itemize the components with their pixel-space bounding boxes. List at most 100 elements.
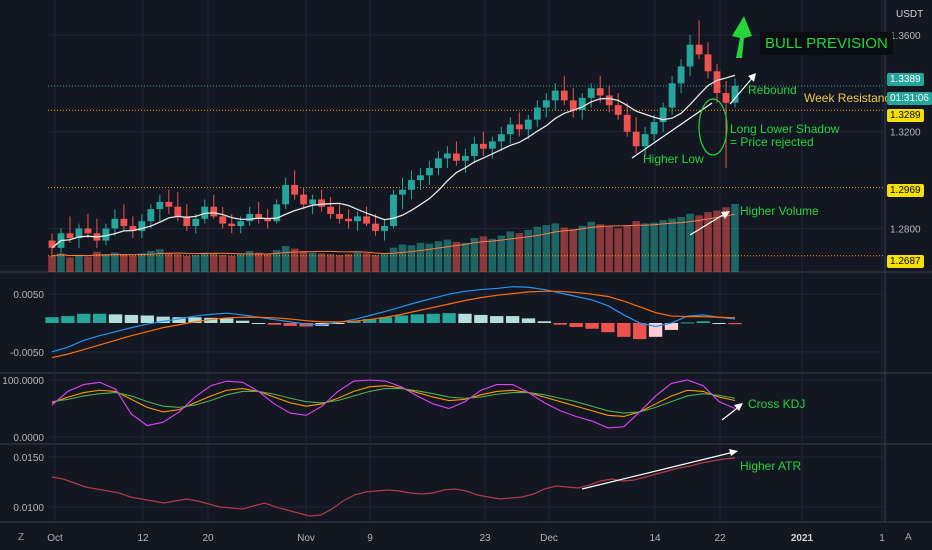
candle-body — [435, 158, 442, 169]
macd-histogram-bar — [124, 314, 139, 323]
volume-bar — [605, 226, 613, 272]
volume-bar — [272, 250, 281, 272]
candle-body — [444, 153, 451, 159]
macd-tick-label: 0.0050 — [13, 290, 44, 301]
candle-body — [506, 124, 514, 135]
higher-atr-label: Higher ATR — [740, 459, 802, 473]
long-shadow-label-1: Long Lower Shadow — [730, 122, 840, 136]
candle-body — [129, 226, 137, 231]
volume-bar — [389, 247, 398, 272]
volume-bar — [147, 250, 155, 272]
candle-body — [722, 93, 730, 103]
kdj-k-line — [51, 385, 736, 418]
higher-atr-arrow — [581, 451, 735, 490]
x-tick-label: 2021 — [791, 533, 814, 544]
candle-body — [704, 54, 712, 72]
volume-bar — [506, 231, 515, 272]
candle-body — [102, 228, 110, 241]
macd-histogram-bar — [696, 321, 710, 323]
macd-histogram-bar — [537, 321, 552, 323]
left-z-icon[interactable]: Z — [18, 532, 25, 543]
candle-body — [614, 105, 622, 115]
volume-bar — [174, 254, 182, 272]
atr-tick-label: 0.0100 — [13, 503, 44, 514]
candle-body — [569, 100, 577, 110]
rebound-label: Rebound — [748, 83, 797, 97]
volume-bar — [560, 227, 569, 272]
candle-body — [461, 155, 469, 161]
volume-bar — [659, 220, 667, 272]
volume-bar — [470, 238, 479, 272]
macd-histogram-bar — [188, 317, 202, 323]
candle-body — [551, 90, 559, 101]
volume-bar — [218, 255, 227, 272]
candle-body — [488, 141, 496, 149]
volume-bar — [632, 221, 640, 272]
volume-bar — [452, 242, 461, 272]
volume-bar — [515, 233, 524, 272]
long-shadow-ellipse — [698, 98, 728, 156]
candle-body — [381, 226, 388, 231]
candle-body — [273, 204, 281, 222]
candle-body — [542, 100, 550, 108]
atr-tick-label: 0.0150 — [13, 453, 44, 464]
volume-bar — [263, 254, 272, 272]
volume-bar — [425, 243, 434, 272]
macd-histogram-bar — [585, 323, 599, 329]
volume-bar — [57, 253, 65, 272]
volume-bar — [614, 228, 622, 272]
candle-body — [228, 223, 236, 227]
volume-bar — [93, 251, 101, 272]
volume-bar — [192, 255, 200, 272]
volume-bar — [398, 244, 407, 272]
candle-body — [408, 180, 415, 190]
candle-body — [623, 114, 631, 132]
volume-bar — [111, 252, 119, 272]
macd-histogram-bar — [458, 313, 472, 323]
x-tick-label: Nov — [297, 533, 315, 544]
candle-body — [354, 216, 361, 222]
candle-body — [345, 218, 352, 222]
candle-body — [668, 83, 676, 108]
volume-bar — [416, 242, 425, 272]
auto-scale-icon[interactable]: A — [905, 532, 912, 543]
candle-body — [452, 153, 460, 161]
volume-bar — [84, 256, 92, 272]
macd-histogram-bar — [490, 316, 504, 323]
macd-histogram-bar — [235, 320, 250, 323]
rebound-arrowhead — [748, 73, 756, 82]
candle-body — [219, 216, 227, 224]
x-tick-label: 12 — [137, 533, 149, 544]
macd-histogram-bar — [664, 323, 679, 330]
candle-body — [426, 168, 433, 176]
candle-body — [192, 218, 200, 227]
kdj-d-line — [51, 387, 736, 414]
volume-bar — [569, 229, 578, 272]
volume-bar — [497, 235, 506, 272]
volume-bar — [434, 241, 443, 272]
candle-body — [399, 189, 406, 195]
volume-bar — [677, 216, 685, 272]
volume-bar — [290, 248, 299, 272]
macd-histogram-bar — [156, 316, 170, 323]
macd-histogram-bar — [569, 323, 583, 328]
volume-bar — [479, 236, 488, 272]
higher-volume-arrowhead — [721, 211, 730, 219]
candle-body — [75, 228, 83, 239]
volume-bar — [596, 224, 604, 272]
candle-body — [111, 218, 119, 229]
atr-line — [51, 457, 736, 517]
current-price-tag: 1.3389 — [887, 73, 924, 86]
kdj-tick-label: 0.0000 — [13, 433, 44, 444]
candle-body — [533, 107, 541, 120]
x-tick-label: Oct — [47, 533, 63, 544]
week-resistance-label: Week Resistance — [804, 91, 898, 105]
volume-bar — [704, 212, 712, 272]
bull-arrow — [732, 16, 752, 58]
volume-bar — [201, 252, 209, 272]
macd-histogram-bar — [92, 313, 107, 323]
volume-bar — [209, 253, 218, 272]
volume-bar — [371, 255, 380, 272]
volume-bar — [183, 255, 191, 272]
x-tick-label: 1 — [879, 533, 885, 544]
